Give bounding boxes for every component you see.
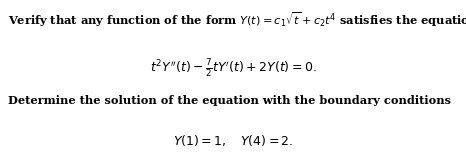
Text: Verify that any function of the form $Y(t) = c_1\sqrt{t} + c_2t^4$ satisfies the: Verify that any function of the form $Y(…: [8, 11, 466, 29]
Text: $Y(1) = 1, \quad Y(4) = 2.$: $Y(1) = 1, \quad Y(4) = 2.$: [173, 133, 293, 148]
Text: $t^2Y''(t) - \frac{7}{2}tY'(t) + 2Y(t) = 0.$: $t^2Y''(t) - \frac{7}{2}tY'(t) + 2Y(t) =…: [150, 57, 316, 78]
Text: Determine the solution of the equation with the boundary conditions: Determine the solution of the equation w…: [8, 95, 452, 106]
